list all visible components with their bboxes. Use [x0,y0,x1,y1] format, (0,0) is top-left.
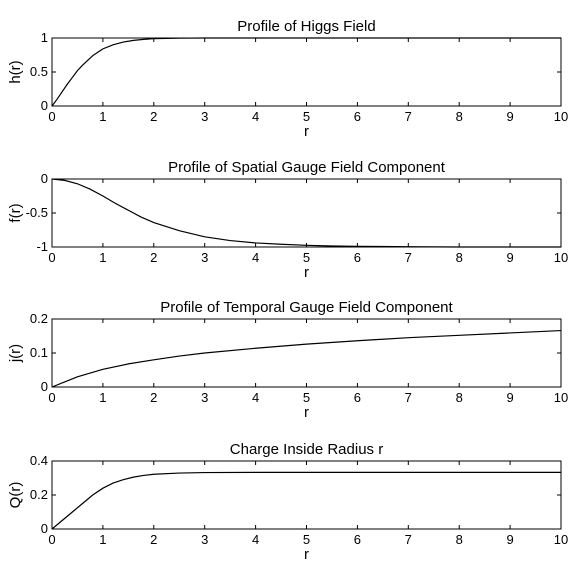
x-tick-label: 3 [201,390,208,405]
x-tick-label: 4 [252,109,259,124]
chart-title: Profile of Spatial Gauge Field Component [168,159,446,176]
x-tick-label: 4 [252,390,259,405]
x-axis-label: r [304,546,309,563]
x-tick-label: 3 [201,250,208,265]
x-tick-label: 7 [405,390,412,405]
y-tick-label: -0.5 [26,205,48,220]
x-tick-label: 10 [554,250,568,265]
x-tick-label: 7 [405,250,412,265]
x-tick-label: 0 [48,390,55,405]
x-tick-label: 0 [48,250,55,265]
x-tick-label: 4 [252,250,259,265]
chart-panel-4: Charge Inside Radius r 0 1 2 3 4 5 6 7 8 9 10 0 0.2 0.… [7,441,568,563]
y-tick-label: 0.4 [30,453,48,468]
series-line-1 [51,178,561,248]
y-tick-label: 0.5 [30,64,48,79]
chart-title: Profile of Temporal Gauge Field Componen… [160,299,453,316]
x-tick-label: 6 [354,532,361,547]
x-tick-label: 10 [554,532,568,547]
series-line-1 [51,37,561,107]
chart-panel-2: Profile of Spatial Gauge Field Component… [7,159,568,281]
x-tick-label: 3 [201,109,208,124]
y-tick-label: 0.2 [30,311,48,326]
x-tick-label: 4 [252,532,259,547]
chart-title: Profile of Higgs Field [237,18,375,35]
plot-frame [51,37,562,107]
x-tick-label: 2 [150,109,157,124]
x-tick-label: 8 [456,109,463,124]
x-tick-label: 6 [354,250,361,265]
x-tick-label: 7 [405,532,412,547]
y-tick-label: 0.1 [30,345,48,360]
x-tick-label: 6 [354,390,361,405]
series-line-1 [51,471,561,530]
x-tick-label: 2 [150,390,157,405]
chart-panel-3: Profile of Temporal Gauge Field Componen… [7,299,568,421]
x-tick-label: 6 [354,109,361,124]
series-line-1 [51,329,562,388]
x-tick-label: 2 [150,250,157,265]
x-axis-label: r [304,404,309,421]
y-tick-label: 0 [41,379,48,394]
y-tick-label: 0 [41,98,48,113]
y-tick-label: 1 [41,30,48,45]
chart-title: Charge Inside Radius r [230,441,383,458]
x-tick-label: 9 [506,390,513,405]
y-axis-label: f(r) [7,203,24,222]
x-axis-label: r [304,264,309,281]
x-tick-label: 1 [99,109,106,124]
x-tick-label: 8 [456,250,463,265]
x-tick-label: 7 [405,109,412,124]
x-tick-label: 9 [506,109,513,124]
y-axis-label: j(r) [7,344,24,363]
y-tick-label: 0.2 [30,487,48,502]
x-tick-label: 3 [201,532,208,547]
x-axis-label: r [304,123,309,140]
x-tick-label: 0 [48,532,55,547]
x-tick-label: 9 [506,250,513,265]
x-tick-label: 5 [303,250,310,265]
x-tick-label: 8 [456,390,463,405]
x-tick-label: 8 [456,532,463,547]
y-tick-label: -1 [36,239,48,254]
x-tick-label: 10 [554,109,568,124]
x-tick-label: 10 [554,390,568,405]
y-tick-label: 0 [41,171,48,186]
y-tick-label: 0 [41,521,48,536]
y-axis-label: h(r) [7,60,24,83]
x-tick-label: 1 [99,390,106,405]
x-tick-label: 1 [99,532,106,547]
x-tick-label: 5 [303,390,310,405]
plot-frame [51,460,562,530]
y-axis-label: Q(r) [7,482,24,509]
x-tick-label: 9 [506,532,513,547]
chart-panel-1: Profile of Higgs Field 0 1 2 3 4 5 6 7 8 9 10 0 0.5 1 r… [7,18,568,140]
x-tick-label: 1 [99,250,106,265]
x-tick-label: 5 [303,109,310,124]
plot-frame [51,318,562,388]
x-tick-label: 0 [48,109,55,124]
x-tick-label: 5 [303,532,310,547]
x-tick-label: 2 [150,532,157,547]
plot-frame [51,178,562,248]
